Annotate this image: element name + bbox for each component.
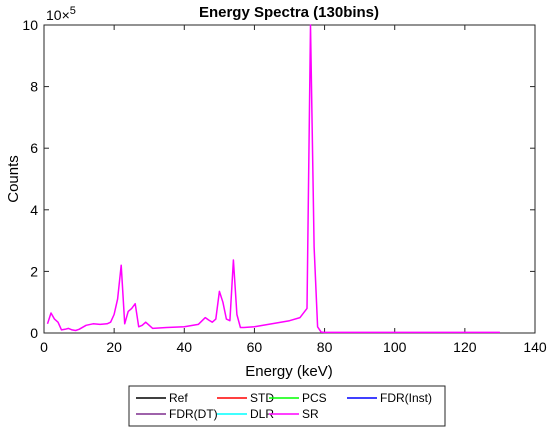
y-exponent-base: 10 bbox=[46, 7, 62, 23]
x-tick-label: 40 bbox=[176, 339, 192, 355]
legend-label-sr: SR bbox=[302, 407, 319, 421]
series-lines bbox=[46, 24, 500, 334]
x-tick-label: 100 bbox=[383, 339, 407, 355]
x-tick-label: 60 bbox=[247, 339, 263, 355]
legend-label-fdr-dt: FDR(DT) bbox=[169, 407, 218, 421]
y-exponent-times: × bbox=[62, 7, 70, 23]
chart-title: Energy Spectra (130bins) bbox=[199, 4, 379, 21]
x-axis: 0 20 40 60 80 100 120 140 bbox=[40, 25, 547, 355]
x-axis-label: Energy (keV) bbox=[245, 363, 333, 380]
y-tick-label: 4 bbox=[30, 202, 38, 218]
legend-label-pcs: PCS bbox=[302, 391, 327, 405]
plot-area bbox=[43, 24, 536, 334]
y-axis: 0 2 4 6 8 10 bbox=[22, 17, 535, 341]
y-tick-label: 10 bbox=[22, 17, 38, 33]
y-exponent-power: 5 bbox=[70, 5, 76, 17]
legend: Ref STD PCS FDR(Inst) FDR(DT) DLR SR bbox=[128, 385, 446, 427]
x-tick-label: 80 bbox=[317, 339, 333, 355]
x-tick-label: 120 bbox=[453, 339, 477, 355]
y-tick-label: 0 bbox=[30, 325, 38, 341]
legend-label-std: STD bbox=[250, 391, 274, 405]
y-tick-label: 8 bbox=[30, 79, 38, 95]
legend-box bbox=[128, 385, 446, 427]
x-tick-label: 0 bbox=[40, 339, 48, 355]
x-tick-label: 140 bbox=[523, 339, 547, 355]
legend-label-dlr: DLR bbox=[250, 407, 274, 421]
legend-label-fdr-inst: FDR(Inst) bbox=[380, 391, 432, 405]
y-axis-label: Counts bbox=[5, 155, 22, 203]
y-axis-exponent: 10×5 bbox=[46, 5, 76, 23]
series-line-sr bbox=[46, 24, 500, 334]
y-tick-label: 2 bbox=[30, 263, 38, 279]
x-tick-label: 20 bbox=[106, 339, 122, 355]
legend-label-ref: Ref bbox=[169, 391, 188, 405]
y-tick-label: 6 bbox=[30, 140, 38, 156]
